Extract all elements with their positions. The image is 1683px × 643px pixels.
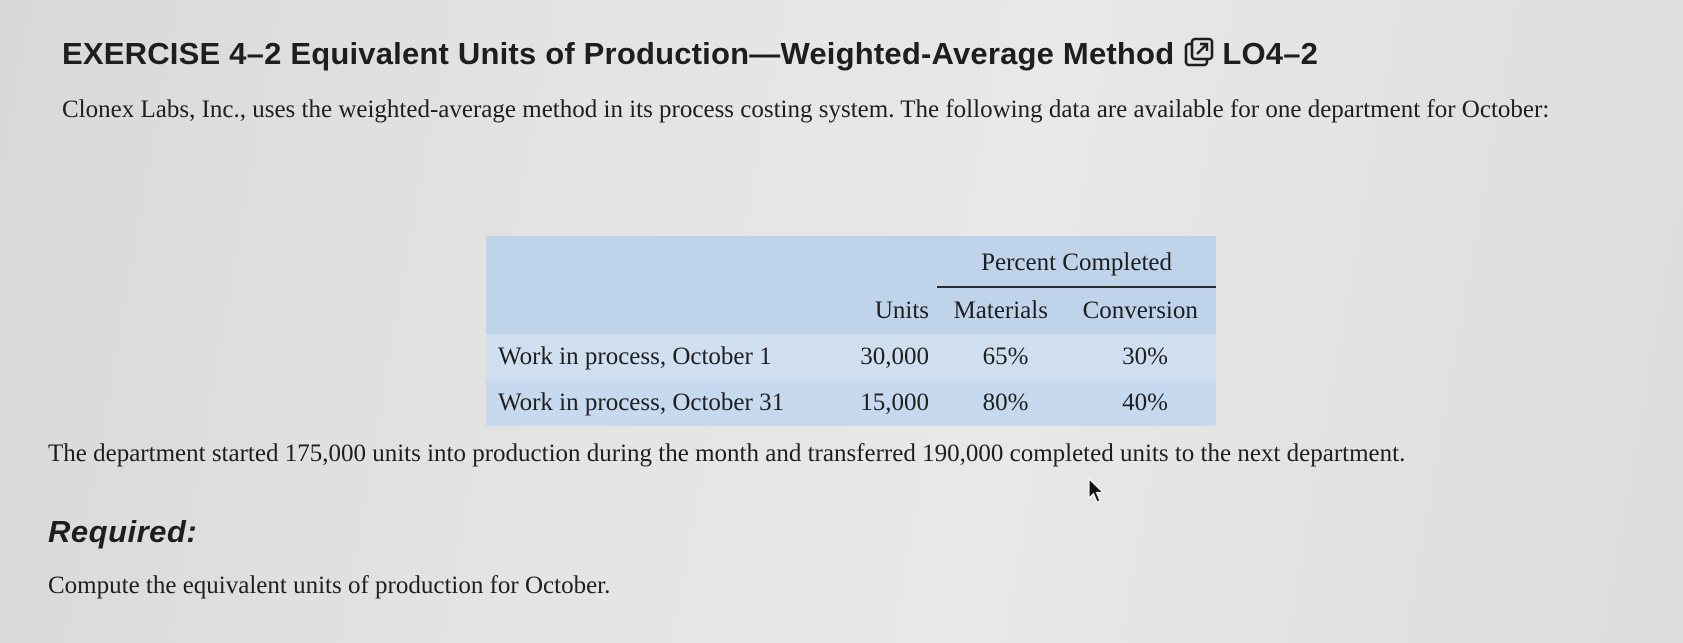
table-header-blank: [486, 287, 839, 334]
table-row: Work in process, October 31 15,000 80% 4…: [486, 380, 1216, 426]
production-summary-text: The department started 175,000 units int…: [48, 440, 1406, 467]
mouse-pointer-icon: [1087, 477, 1105, 504]
units-cell: 15,000: [839, 380, 938, 426]
exercise-title: EXERCISE 4–2 Equivalent Units of Product…: [62, 36, 1175, 71]
materials-cell: 80%: [937, 380, 1065, 426]
conversion-cell: 40%: [1064, 380, 1216, 426]
percent-completed-table: Percent Completed Units Materials Conver…: [486, 236, 1216, 426]
conversion-column-header: Conversion: [1082, 297, 1198, 324]
task-text: Compute the equivalent units of producti…: [48, 572, 611, 599]
table-row: Work in process, October 1 30,000 65% 30…: [486, 334, 1216, 380]
external-link-icon[interactable]: [1184, 37, 1214, 67]
conversion-cell: 30%: [1064, 334, 1216, 380]
row-label: Work in process, October 31: [486, 380, 840, 426]
percent-completed-header: Percent Completed: [937, 236, 1216, 288]
units-cell: 30,000: [839, 334, 938, 380]
materials-cell: 65%: [937, 334, 1065, 380]
row-label: Work in process, October 1: [486, 334, 840, 380]
learning-objective: LO4–2: [1222, 36, 1319, 71]
units-column-header: Units: [874, 296, 930, 324]
required-heading: Required:: [48, 514, 198, 549]
exercise-heading: EXERCISE 4–2 Equivalent Units of Product…: [62, 36, 1318, 72]
table-header-blank: [839, 236, 937, 287]
table-header-blank: [486, 236, 839, 287]
materials-column-header: Materials: [953, 297, 1048, 324]
intro-paragraph: Clonex Labs, Inc., uses the weighted-ave…: [62, 96, 1550, 123]
